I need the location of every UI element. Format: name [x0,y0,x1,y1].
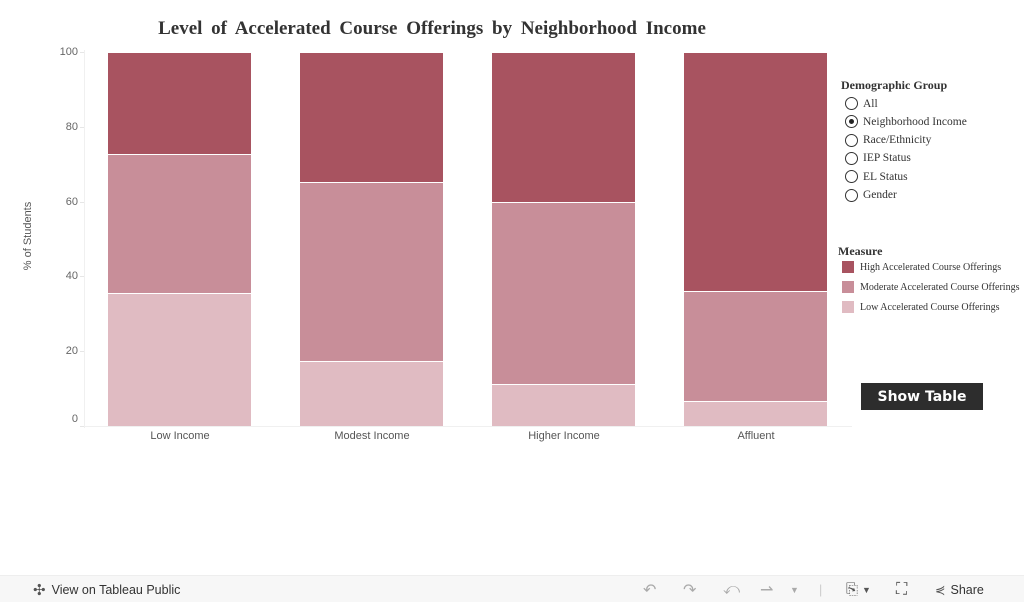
x-tick-label: Higher Income [528,430,600,442]
legend-item[interactable]: Low Accelerated Course Offerings [842,301,1000,313]
radio-option[interactable]: EL Status [845,170,908,184]
bar-segment[interactable] [684,52,827,291]
bar-segment[interactable] [108,154,251,293]
y-tick-label: 20 [65,345,78,358]
undo-icon[interactable]: ↶ [643,581,657,599]
radio-unselected-icon[interactable] [845,97,858,110]
y-tick-mark [80,351,84,353]
y-axis-line [84,50,85,428]
legend-swatch [842,281,854,293]
redo-icon[interactable]: ↷ [683,581,697,599]
legend-label: High Accelerated Course Offerings [860,261,1002,273]
x-tick-label: Modest Income [334,430,410,442]
bar-segment[interactable] [492,52,635,202]
y-tick-label: 80 [65,120,78,133]
y-tick-mark [80,426,84,427]
bar-segment[interactable] [300,52,443,183]
y-tick-mark [80,52,84,53]
toolbar-divider: | [819,582,823,597]
radio-label: All [863,97,878,110]
legend-item[interactable]: High Accelerated Course Offerings [842,261,1001,273]
radio-label: Race/Ethnicity [863,134,932,147]
radio-option[interactable]: Neighborhood Income [845,115,967,129]
measure-legend-title: Measure [838,244,883,258]
radio-unselected-icon[interactable] [845,151,858,165]
radio-option[interactable]: All [845,97,878,110]
bar-segment[interactable] [108,52,251,155]
bar-low-income[interactable] [108,52,251,426]
radio-selected-icon[interactable] [845,115,858,129]
share-icon: ⋞ [935,583,946,597]
bar-segment[interactable] [684,291,827,401]
show-table-button[interactable]: Show Table [861,383,983,410]
legend-label: Moderate Accelerated Course Offerings [860,281,1020,293]
radio-option[interactable]: IEP Status [845,151,911,165]
y-axis-label: % of Students [22,201,34,271]
radio-unselected-icon[interactable] [845,188,858,202]
x-tick-label: Low Income [150,430,210,442]
legend-label: Low Accelerated Course Offerings [860,301,1000,313]
y-tick-label: 60 [65,195,78,208]
bar-segment[interactable] [108,292,251,426]
bar-modest-income[interactable] [300,52,443,426]
y-tick-mark [80,126,84,128]
legend-swatch [842,301,854,313]
radio-unselected-icon[interactable] [845,133,858,147]
bar-segment[interactable] [492,202,635,385]
tableau-toolbar: ✣ View on Tableau Public ↶ ↷ ⤺ ⇀ ▼ | ⎘ ▼ … [0,575,1024,602]
chart-title: Level of Accelerated Course Offerings by… [158,18,706,39]
plot-area [84,52,852,426]
radio-unselected-icon[interactable] [845,170,858,184]
download-icon[interactable]: ⎘ ▼ [846,581,871,598]
y-tick-label: 100 [59,46,78,58]
revert-icon[interactable]: ⤺ [723,580,741,598]
radio-option[interactable]: Gender [845,188,897,202]
legend-item[interactable]: Moderate Accelerated Course Offerings [842,281,1019,293]
bar-segment[interactable] [300,182,443,361]
refresh-dropdown-icon[interactable]: ▼ [790,584,799,595]
x-tick-label: Affluent [737,430,775,442]
refresh-icon[interactable]: ⇀ [760,581,774,599]
view-on-tableau-link[interactable]: ✣ View on Tableau Public [33,581,181,599]
legend-swatch [842,261,854,273]
bar-segment[interactable] [300,360,443,426]
x-axis-line [84,426,852,427]
radio-label: Gender [863,189,897,201]
fullscreen-icon[interactable]: ⛶ [896,580,908,598]
bar-affluent[interactable] [684,52,827,426]
share-button[interactable]: ⋞ Share [935,582,984,598]
bar-segment[interactable] [492,384,635,426]
radio-label: IEP Status [863,152,911,165]
bar-segment[interactable] [684,400,827,426]
y-tick-label: 40 [65,270,78,283]
radio-label: Neighborhood Income [863,115,967,128]
y-tick-label: 0 [71,413,78,425]
tableau-logo-icon: ✣ [33,581,46,599]
y-tick-mark [80,201,84,203]
radio-label: EL Status [863,170,908,183]
y-tick-mark [80,276,84,278]
demographic-group-title: Demographic Group [841,78,948,92]
radio-option[interactable]: Race/Ethnicity [845,133,932,147]
bar-higher-income[interactable] [492,52,635,426]
